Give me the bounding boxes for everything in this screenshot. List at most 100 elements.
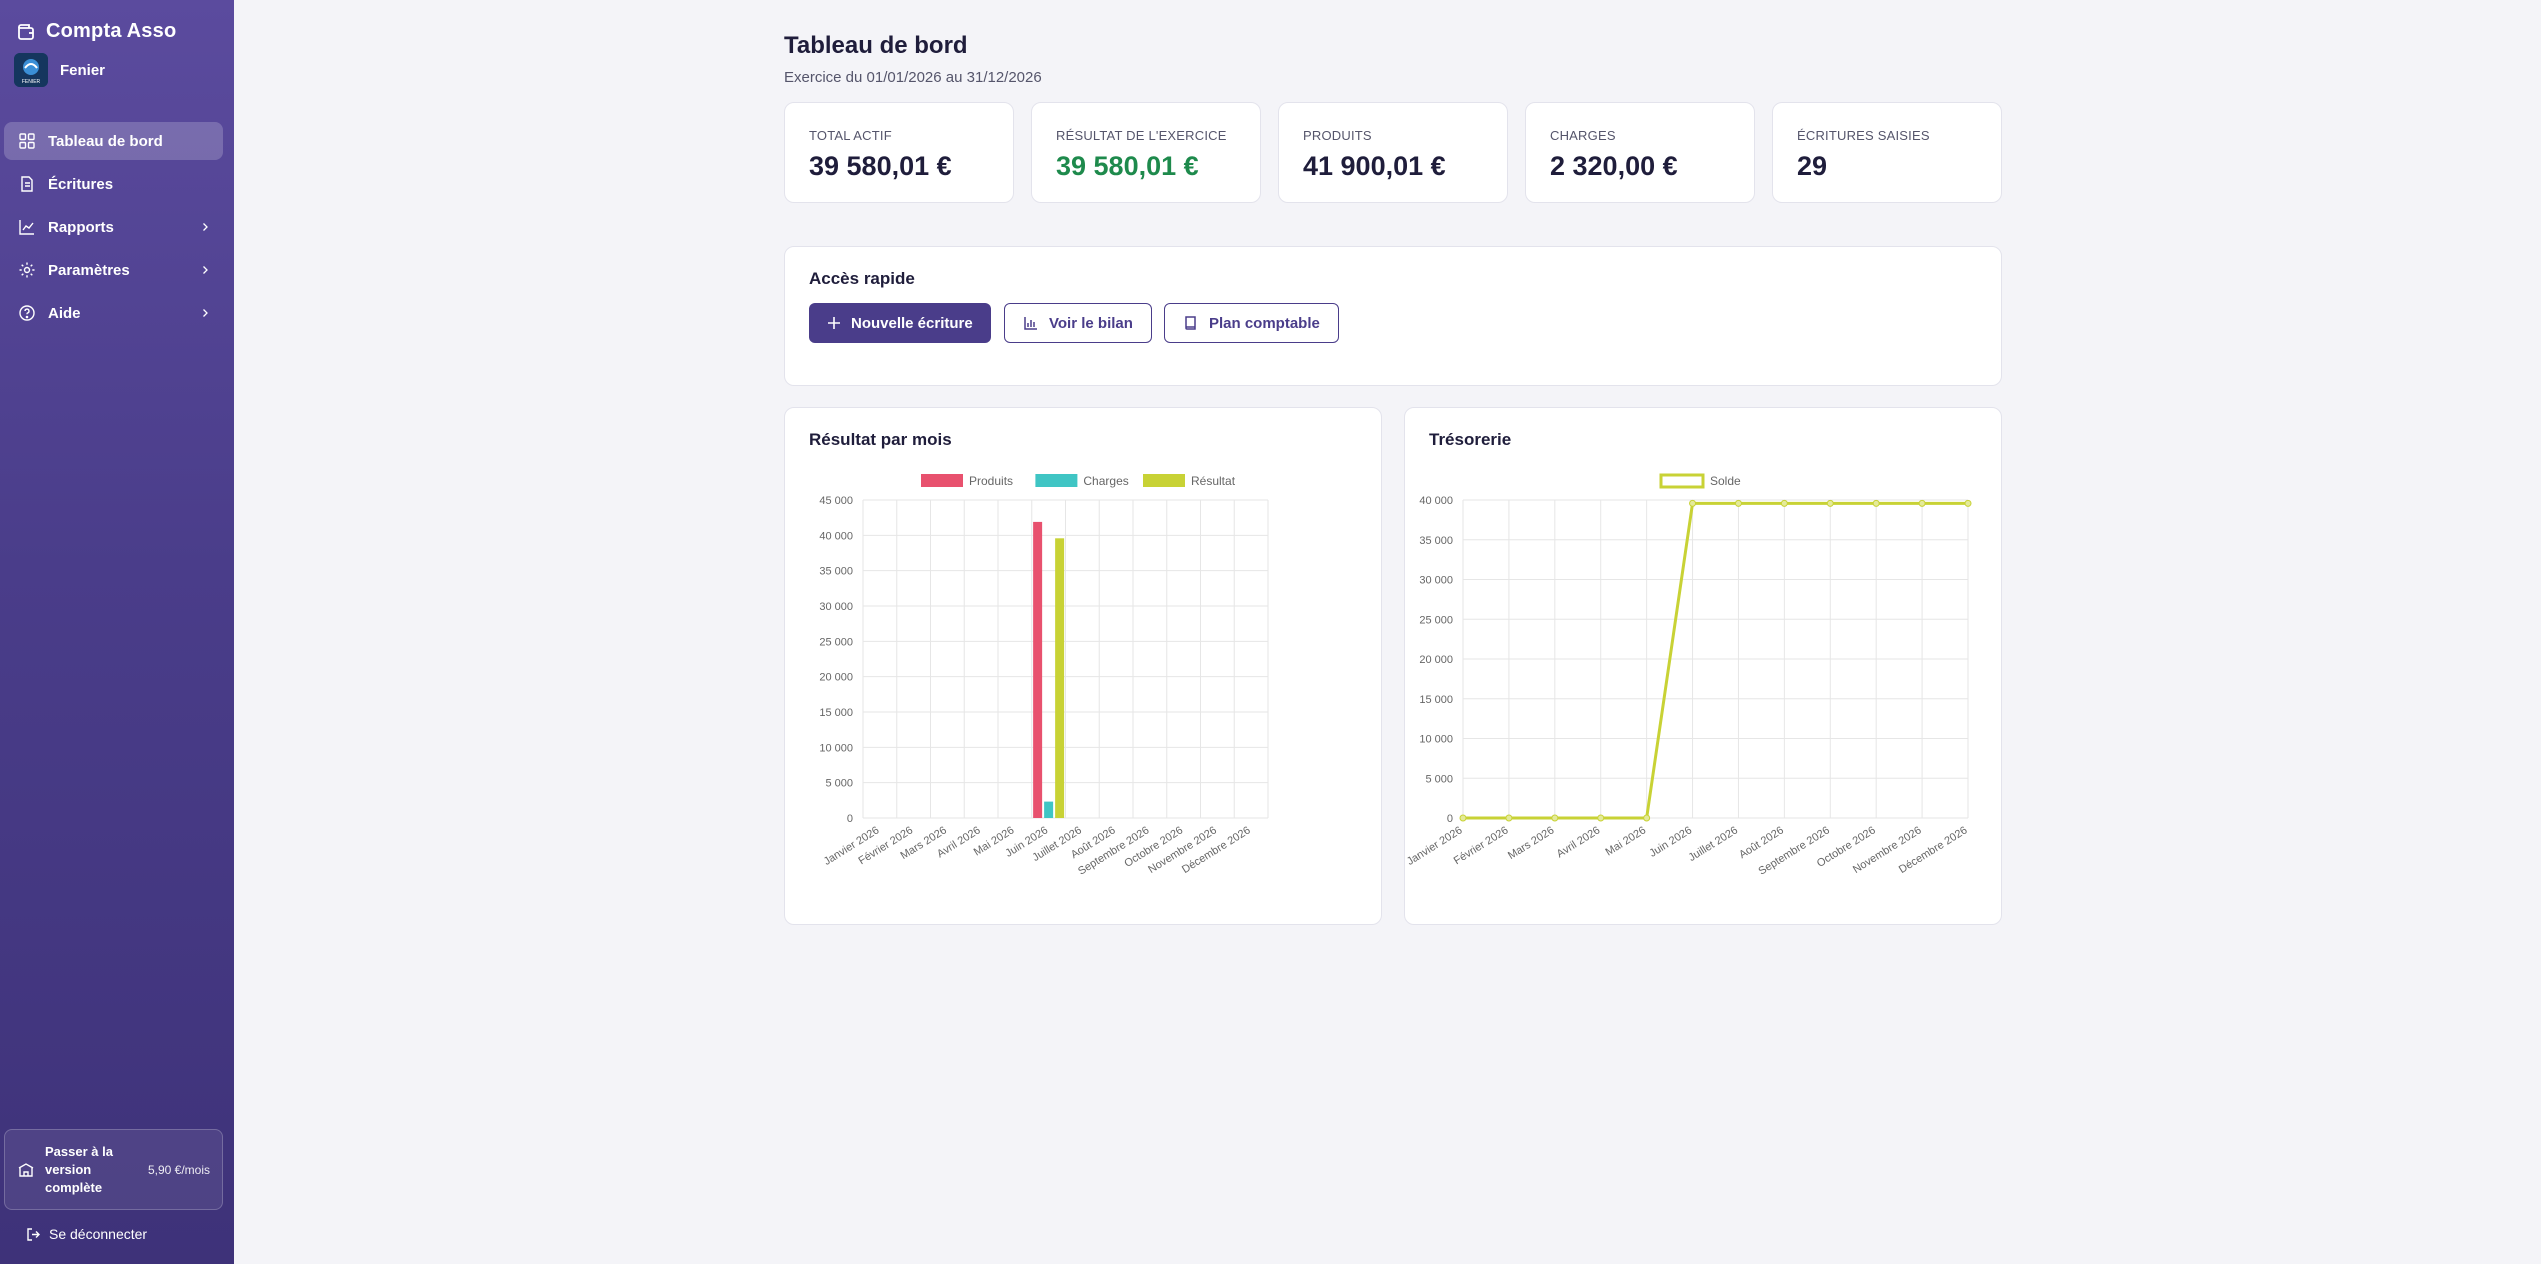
legend-item: Charges	[1035, 474, 1129, 488]
legend-label: Charges	[1083, 474, 1128, 488]
monthly-result-title: Résultat par mois	[809, 430, 952, 449]
sidebar-item-parametres[interactable]: Paramètres	[4, 251, 223, 289]
fiscal-year-subtitle: Exercice du 01/01/2026 au 31/12/2026	[784, 69, 1042, 86]
y-tick-label: 35 000	[1419, 535, 1453, 547]
legend-item: Produits	[921, 474, 1013, 488]
solde-point	[1964, 499, 1972, 507]
y-tick-label: 10 000	[1419, 734, 1453, 746]
legend-label: Solde	[1710, 474, 1741, 488]
y-tick-label: 5 000	[825, 778, 853, 790]
stat-value: 39 580,01 €	[1056, 151, 1199, 181]
y-tick-label: 35 000	[819, 566, 853, 578]
new-entry-button[interactable]: Nouvelle écriture	[809, 303, 991, 343]
document-icon	[21, 176, 33, 192]
chevron-right-icon	[203, 223, 208, 231]
logout-link[interactable]: Se déconnecter	[26, 1226, 147, 1242]
sidebar: Compta Asso FENIER Fenier Tableau de bor…	[0, 0, 234, 1264]
solde-point	[1459, 814, 1467, 822]
sidebar-nav: Tableau de bord Écritures Rapports Param…	[4, 122, 223, 337]
legend-item: Résultat	[1143, 474, 1236, 488]
view-balance-button[interactable]: Voir le bilan	[1004, 303, 1152, 343]
bar-charges	[1044, 801, 1054, 818]
x-tick-label: Mars 2026	[1506, 824, 1556, 862]
treasury-title: Trésorerie	[1429, 430, 1512, 449]
stat-label: Écritures saisies	[1797, 128, 1930, 143]
bar-chart-icon	[1024, 317, 1037, 330]
stat-card-total-actif: Total actif 39 580,01 €	[784, 102, 1014, 203]
solde-point	[1872, 499, 1880, 507]
stat-card-resultat: Résultat de l'exercice 39 580,01 €	[1031, 102, 1261, 203]
chevron-right-icon	[203, 309, 208, 317]
brand[interactable]: Compta Asso	[16, 20, 176, 43]
y-tick-label: 10 000	[819, 742, 853, 754]
legend-swatch	[1143, 474, 1185, 487]
legend-label: Produits	[969, 474, 1013, 488]
monthly-result-chart: Produits Charges Résultat 45 000 40 000 35 00…	[819, 474, 1269, 878]
x-tick-label: Mai 2026	[1603, 824, 1648, 858]
building-icon	[18, 1162, 34, 1177]
upgrade-label: Passer à la version complète	[45, 1143, 113, 1195]
stat-label: Charges	[1550, 128, 1616, 143]
y-tick-label: 15 000	[819, 707, 853, 719]
help-circle-icon	[19, 305, 35, 321]
org-name: Fenier	[60, 61, 106, 79]
sidebar-item-ecritures[interactable]: Écritures	[4, 165, 223, 203]
org-logo-text: FENIER	[22, 79, 41, 85]
sidebar-item-label: Rapports	[48, 218, 114, 236]
solde-point	[1505, 814, 1513, 822]
stat-value: 2 320,00 €	[1550, 151, 1678, 181]
stat-label: Total actif	[809, 128, 892, 143]
sidebar-item-label: Tableau de bord	[48, 132, 163, 150]
sidebar-item-tableau-de-bord[interactable]: Tableau de bord	[4, 122, 223, 160]
y-tick-label: 15 000	[1419, 694, 1453, 706]
new-entry-label: Nouvelle écriture	[851, 314, 973, 332]
x-tick-label: Avril 2026	[1555, 824, 1603, 860]
solde-point	[1780, 499, 1788, 507]
y-tick-label: 25 000	[1419, 614, 1453, 626]
gear-icon	[19, 262, 35, 278]
stat-card-ecritures-saisies: Écritures saisies 29	[1772, 102, 2002, 203]
sidebar-item-rapports[interactable]: Rapports	[4, 208, 223, 246]
y-tick-label: 0	[1447, 813, 1453, 825]
wallet-icon	[18, 23, 34, 40]
chart-grid	[862, 499, 1269, 819]
solde-point	[1551, 814, 1559, 822]
x-tick-label: Juillet 2026	[1686, 824, 1740, 864]
y-tick-label: 5 000	[1425, 773, 1453, 785]
stat-value: 29	[1797, 151, 1828, 181]
logout-label: Se déconnecter	[49, 1226, 148, 1242]
view-balance-label: Voir le bilan	[1049, 314, 1133, 332]
upgrade-price: 5,90 €/mois	[147, 1162, 210, 1177]
solde-point	[1734, 499, 1742, 507]
organization[interactable]: FENIER Fenier	[14, 53, 105, 87]
solde-point	[1597, 814, 1605, 822]
y-tick-label: 30 000	[1419, 575, 1453, 587]
page-title: Tableau de bord	[784, 32, 968, 59]
y-tick-label: 45 000	[819, 495, 853, 507]
solde-point	[1826, 499, 1834, 507]
bar-résultat	[1055, 538, 1065, 818]
stat-value: 39 580,01 €	[809, 151, 952, 181]
dashboard-grid-icon	[19, 133, 35, 149]
sidebar-item-aide[interactable]: Aide	[4, 294, 223, 332]
sidebar-item-label: Écritures	[48, 175, 114, 193]
treasury-chart: Solde 40 000 35 000 30 000 25 000 20 000 15 00…	[1405, 473, 1972, 878]
chart-of-accounts-button[interactable]: Plan comptable	[1164, 303, 1339, 343]
chevron-right-icon	[203, 266, 208, 274]
book-icon	[1185, 316, 1196, 330]
bar-produits	[1033, 521, 1043, 818]
y-tick-label: 20 000	[1419, 654, 1453, 666]
y-tick-label: 0	[847, 813, 853, 825]
legend-swatch	[1659, 473, 1705, 489]
legend-label: Résultat	[1191, 474, 1236, 488]
quick-access-title: Accès rapide	[809, 269, 915, 288]
y-tick-label: 20 000	[819, 672, 853, 684]
stat-card-charges: Charges 2 320,00 €	[1525, 102, 1755, 203]
treasury-card: Trésorerie Solde 40 000 35 000 30 000 25 000…	[1404, 407, 2002, 925]
upgrade-button[interactable]: Passer à la version complète 5,90 €/mois	[4, 1129, 223, 1210]
org-logo-icon: FENIER	[14, 53, 48, 87]
org-logo: FENIER	[14, 53, 48, 87]
stat-label: Produits	[1303, 128, 1372, 143]
y-tick-label: 30 000	[819, 601, 853, 613]
stat-card-produits: Produits 41 900,01 €	[1278, 102, 1508, 203]
